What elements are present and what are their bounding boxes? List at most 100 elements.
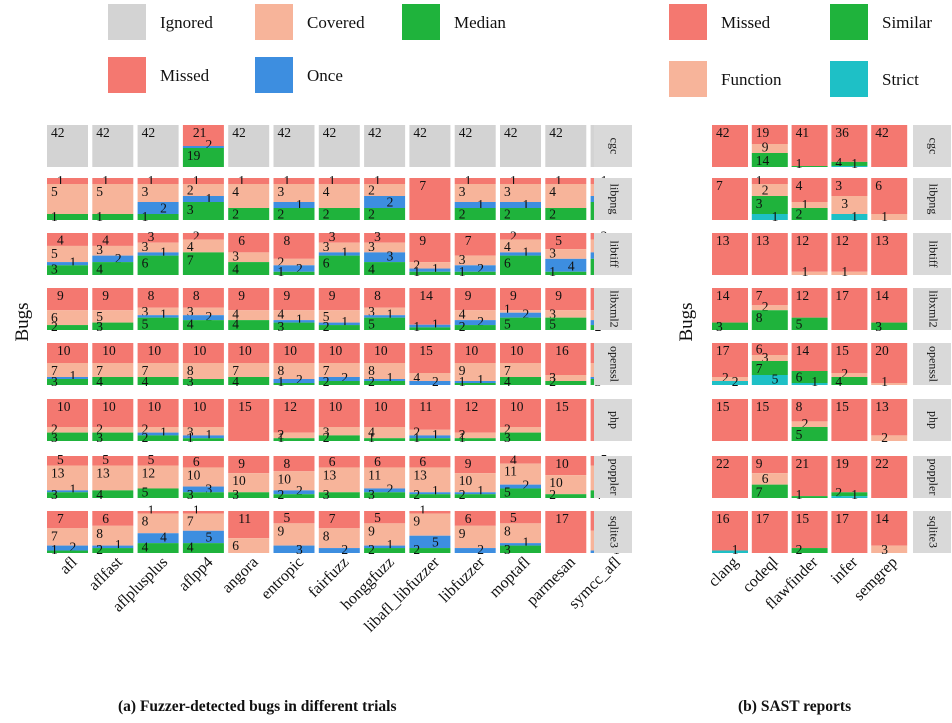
bar-codeql-cgc-function bbox=[751, 144, 788, 153]
bar-entropic-poppler-once bbox=[273, 490, 315, 495]
bar-libfuzzer-openssl-median bbox=[454, 383, 496, 385]
label-honggfuzz-poppler-missed: 6 bbox=[374, 454, 381, 469]
bar-fairfuzz-libxml2-missed bbox=[318, 288, 360, 311]
legend-b-swatch-similar bbox=[830, 4, 868, 40]
label-aflplusplus-sqlite3-missed: 1 bbox=[148, 502, 155, 517]
xtick-b-semgrep: semgrep bbox=[851, 554, 901, 604]
bar-aflpp4-libxml2-missed bbox=[182, 288, 224, 308]
bar-aflfast-php-covered bbox=[92, 427, 134, 433]
bar-entropic-sqlite3-once bbox=[273, 545, 315, 553]
bar-aflpp4-sqlite3-covered bbox=[182, 513, 224, 531]
label-aflpp4-libtiff-covered: 4 bbox=[187, 239, 194, 254]
label-afl-libpng-covered: 5 bbox=[51, 184, 58, 199]
label-moptafl-libxml2-covered: 1 bbox=[504, 302, 511, 317]
label-moptafl-sqlite3-median: 3 bbox=[504, 542, 511, 557]
label-parmesan-openssl-covered: 3 bbox=[549, 370, 556, 385]
legend-a-swatch-missed bbox=[108, 57, 146, 93]
label-libafl-libfuzzer-libtiff-once: 1 bbox=[432, 261, 439, 276]
bar-angora-openssl-covered bbox=[228, 363, 270, 377]
bar-flawfinder-openssl-missed bbox=[791, 343, 828, 371]
label-honggfuzz-poppler-covered: 11 bbox=[368, 467, 381, 482]
bar-infer-poppler-strict bbox=[831, 496, 868, 498]
bar-fairfuzz-libxml2-median bbox=[318, 325, 360, 330]
bar-angora-libxml2-covered bbox=[228, 310, 270, 321]
legend-a-swatch-covered bbox=[255, 4, 293, 40]
bar-aflpp4-cgc-missed bbox=[182, 125, 224, 146]
bar-aflplusplus-libxml2-median bbox=[137, 317, 179, 330]
bar-honggfuzz-openssl-covered bbox=[364, 363, 406, 379]
label-libafl-libfuzzer-poppler-median: 2 bbox=[413, 487, 420, 502]
label-moptafl-libtiff-once: 1 bbox=[523, 245, 530, 260]
bar-angora-libtiff-missed bbox=[228, 233, 270, 253]
bar-flawfinder-php-function bbox=[791, 421, 828, 427]
bar-fairfuzz-openssl-median bbox=[318, 381, 360, 385]
label-angora-libtiff-covered: 3 bbox=[232, 249, 239, 264]
legend-b-label-missed: Missed bbox=[721, 13, 771, 32]
bar-flawfinder-poppler-missed bbox=[791, 456, 828, 497]
bar-entropic-poppler-missed bbox=[273, 456, 315, 472]
bar-libfuzzer-sqlite3-once bbox=[454, 548, 496, 553]
bar-aflplusplus-sqlite3-median bbox=[137, 543, 179, 553]
label-libfuzzer-libtiff-missed: 7 bbox=[465, 233, 472, 248]
legend-a-swatch-median bbox=[402, 4, 440, 40]
bar-codeql-poppler-missed bbox=[751, 456, 788, 474]
bar-afl-php-covered bbox=[47, 427, 88, 433]
label-entropic-libpng-missed: 1 bbox=[284, 173, 291, 188]
xtick-b-clang: clang bbox=[705, 554, 742, 591]
bar-aflpp4-sqlite3-missed bbox=[182, 511, 224, 514]
bar-fairfuzz-libxml2-covered bbox=[318, 310, 360, 323]
strip-label-a-sqlite3: sqlite3 bbox=[607, 516, 621, 548]
bar-semgrep-libtiff-missed bbox=[871, 233, 908, 275]
legend-a-label-median: Median bbox=[454, 13, 506, 32]
bar-afl-sqlite3-covered bbox=[47, 528, 88, 546]
label-codeql-libxml2-function: 2 bbox=[762, 299, 769, 314]
bar-aflfast-sqlite3-once bbox=[92, 545, 134, 549]
bar-libafl-libfuzzer-openssl-missed bbox=[409, 343, 451, 373]
strip-a-libtiff bbox=[594, 233, 632, 275]
label-fairfuzz-libxml2-median: 2 bbox=[323, 319, 330, 334]
label-aflfast-libpng-missed: 1 bbox=[102, 173, 109, 188]
bar-clang-libxml2-similar bbox=[712, 322, 748, 330]
label-moptafl-php-covered: 2 bbox=[504, 422, 511, 437]
bar-parmesan-poppler-missed bbox=[545, 456, 587, 476]
label-aflpp4-poppler-median: 3 bbox=[187, 487, 194, 502]
bar-aflfast-libpng-missed bbox=[92, 178, 134, 184]
bar-angora-openssl-median bbox=[228, 377, 270, 385]
bar-afl-sqlite3-median bbox=[47, 550, 88, 553]
strip-b-libxml2 bbox=[913, 288, 951, 330]
bar-flawfinder-openssl-strict bbox=[791, 383, 828, 385]
bar-libafl-libfuzzer-sqlite3-once bbox=[409, 535, 451, 549]
strip-b-sqlite3 bbox=[913, 511, 951, 553]
bar-parmesan-libpng-covered bbox=[545, 184, 587, 208]
label-entropic-libxml2-median: 3 bbox=[278, 319, 285, 334]
label-aflplusplus-cgc-ignored: 42 bbox=[142, 125, 156, 140]
bar-aflplusplus-libxml2-covered bbox=[137, 307, 179, 316]
strip-b-poppler bbox=[913, 456, 951, 498]
bar-afl-libxml2-covered bbox=[47, 310, 88, 326]
label-clang-openssl-function: 2 bbox=[722, 370, 729, 385]
label-afl-openssl-once: 1 bbox=[70, 368, 77, 383]
bar-honggfuzz-libpng-once bbox=[364, 196, 406, 208]
bar-libafl-libfuzzer-sqlite3-covered bbox=[409, 513, 451, 536]
label-moptafl-libtiff-missed: 2 bbox=[510, 228, 517, 243]
strip-b-php bbox=[913, 399, 951, 441]
bar-libafl-libfuzzer-libtiff-missed bbox=[409, 233, 451, 263]
label-moptafl-libxml2-median: 5 bbox=[504, 317, 511, 332]
bar-angora-sqlite3-covered bbox=[228, 538, 270, 553]
label-honggfuzz-php-covered: 4 bbox=[368, 425, 375, 440]
label-semgrep-libtiff-missed: 13 bbox=[875, 233, 889, 248]
label-aflfast-libpng-covered: 5 bbox=[96, 184, 103, 199]
label-parmesan-libtiff-median: 1 bbox=[549, 264, 556, 279]
label-afl-php-covered: 2 bbox=[51, 422, 58, 437]
bar-libfuzzer-sqlite3-missed bbox=[454, 511, 496, 526]
bar-moptafl-openssl-missed bbox=[500, 343, 541, 363]
label-entropic-openssl-once: 2 bbox=[296, 372, 303, 387]
bar-libfuzzer-openssl-covered bbox=[454, 363, 496, 381]
bar-aflfast-openssl-missed bbox=[92, 343, 134, 363]
bar-honggfuzz-libxml2-missed bbox=[364, 288, 406, 308]
bar-libafl-libfuzzer-openssl-once bbox=[409, 381, 451, 385]
label-libfuzzer-libpng-missed: 1 bbox=[465, 173, 472, 188]
bar-clang-libpng-missed bbox=[712, 178, 748, 220]
bar-fairfuzz-php-missed bbox=[318, 399, 360, 427]
label-aflpp4-poppler-missed: 6 bbox=[193, 454, 200, 469]
